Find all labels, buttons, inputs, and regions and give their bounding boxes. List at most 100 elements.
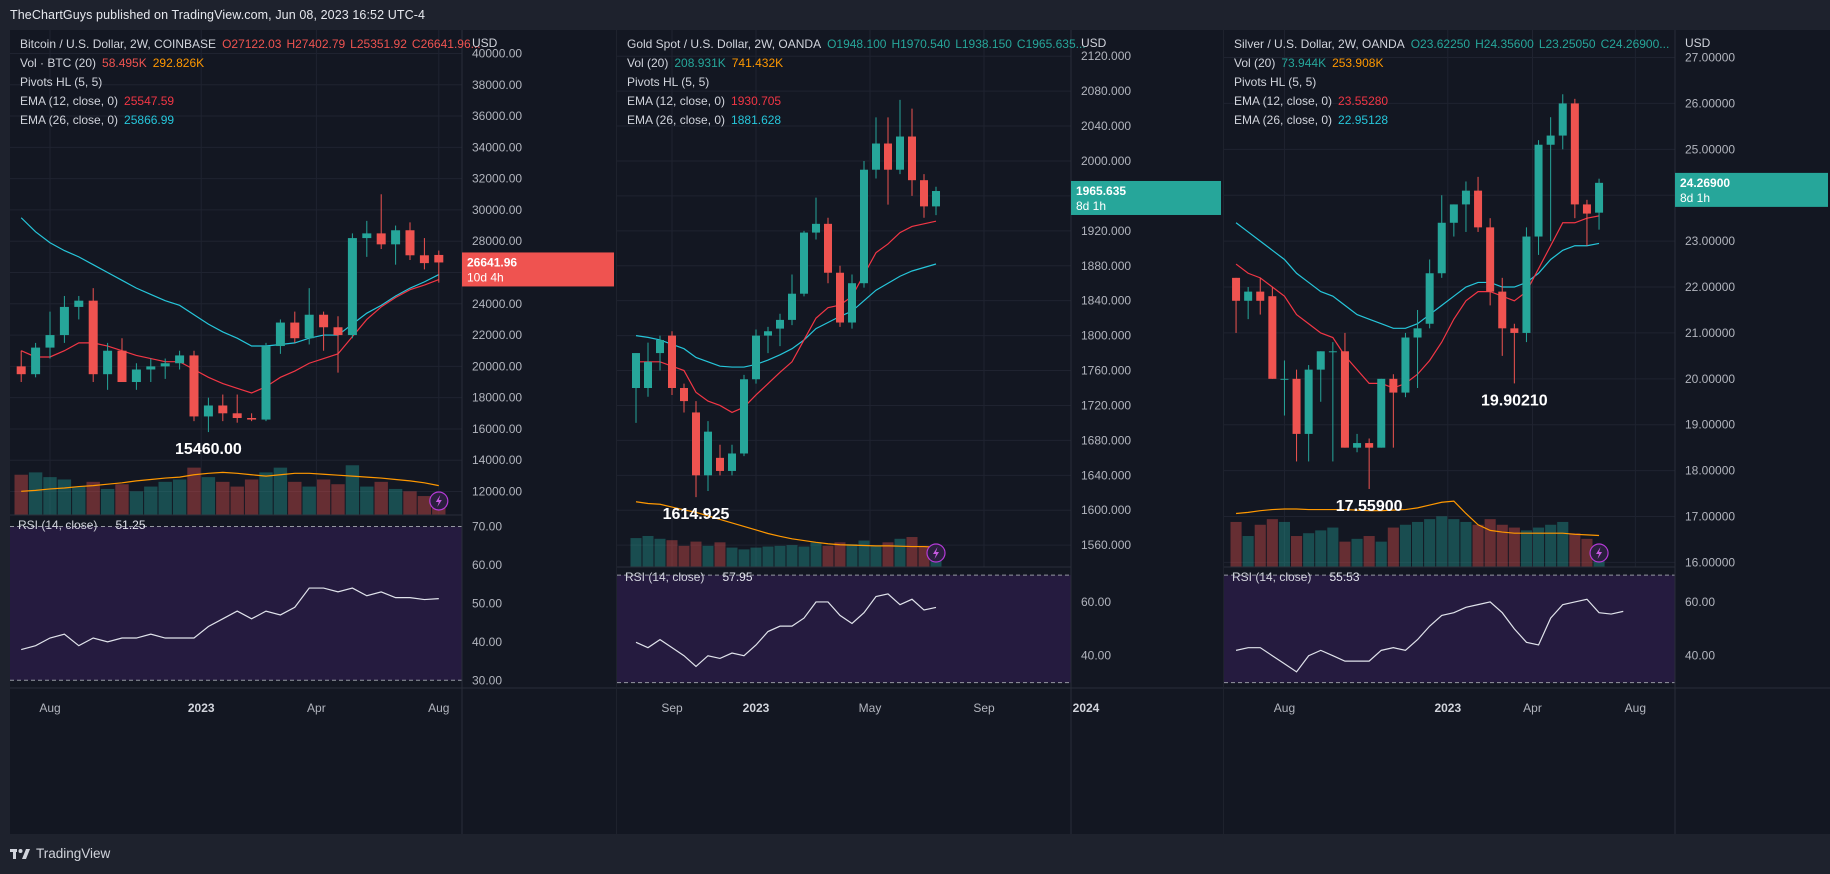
price-tick-label: 1880.000 bbox=[1081, 259, 1131, 273]
candle bbox=[1365, 438, 1374, 489]
symbol-title[interactable]: Bitcoin / U.S. Dollar, 2W, COINBASE bbox=[20, 37, 217, 51]
volume-bar bbox=[702, 545, 714, 567]
open-value: O1948.100 bbox=[827, 37, 887, 51]
candle bbox=[1353, 433, 1362, 453]
candle-body bbox=[788, 293, 796, 320]
time-tick-label: May bbox=[859, 701, 882, 715]
gold-chart-canvas[interactable]: 1614.925 RSI (14, close) 57.95 USD 1560.000 1… bbox=[617, 30, 1223, 834]
candle-body bbox=[1244, 291, 1253, 301]
candle bbox=[1413, 309, 1422, 388]
rsi-line bbox=[1235, 598, 1624, 673]
candle-body bbox=[740, 379, 748, 454]
candle bbox=[668, 331, 676, 395]
candle bbox=[131, 363, 141, 390]
candle bbox=[1570, 98, 1579, 219]
volume-bar bbox=[654, 538, 666, 567]
price-tick-label: 2120.000 bbox=[1081, 49, 1131, 63]
candle-body bbox=[1256, 291, 1265, 301]
candle-body bbox=[1365, 443, 1374, 448]
volume-ma-line bbox=[21, 471, 439, 492]
ohlc-values: O23.62250 H24.35600 L23.25050 C24.26900.… bbox=[1411, 35, 1670, 54]
candle-body bbox=[304, 314, 314, 339]
bitcoin-chart-panel[interactable]: 15460.00 RSI (14, close) 51.25 USD 12000.00 1… bbox=[10, 30, 616, 834]
volume-bar bbox=[158, 481, 172, 515]
symbol-row[interactable]: Bitcoin / U.S. Dollar, 2W, COINBASE O271… bbox=[20, 35, 481, 54]
candle-body bbox=[668, 335, 676, 388]
volume-bar bbox=[834, 542, 846, 567]
candle bbox=[304, 288, 314, 345]
rsi-legend-value: 55.53 bbox=[1330, 570, 1360, 584]
candle-body bbox=[1595, 182, 1604, 213]
candle-body bbox=[728, 453, 736, 471]
ema12-legend[interactable]: EMA (12, close, 0) 25547.59 bbox=[20, 92, 481, 111]
volume-bar bbox=[858, 540, 870, 567]
price-tick-label: 1840.000 bbox=[1081, 294, 1131, 308]
volume-bar bbox=[774, 545, 786, 567]
volume-bar bbox=[1520, 530, 1532, 567]
bar-countdown-label: 8d 1h bbox=[1076, 199, 1106, 213]
candle-body bbox=[836, 272, 844, 323]
candle bbox=[405, 222, 415, 260]
price-tick-label: 24000.00 bbox=[472, 297, 522, 311]
candle-body bbox=[1401, 337, 1410, 393]
candle bbox=[160, 358, 170, 379]
pivots-legend[interactable]: Pivots HL (5, 5) bbox=[20, 73, 481, 92]
currency-label: USD bbox=[1685, 36, 1711, 50]
candle-body bbox=[1486, 227, 1495, 292]
volume-bar bbox=[1315, 530, 1327, 567]
ema26-value: 22.95128 bbox=[1338, 113, 1389, 127]
rsi-legend-name: RSI (14, close) bbox=[1232, 570, 1311, 584]
candle bbox=[1389, 374, 1398, 448]
gold-chart-panel[interactable]: 1614.925 RSI (14, close) 57.95 USD 1560.000 1… bbox=[617, 30, 1223, 834]
silver-chart-panel[interactable]: 17.55900 19.90210 RSI (14, close) 55.53 USD 1… bbox=[1224, 30, 1830, 834]
ema26-legend[interactable]: EMA (26, close, 0) 25866.99 bbox=[20, 111, 481, 130]
ema12-legend[interactable]: EMA (12, close, 0) 1930.705 bbox=[627, 92, 1086, 111]
volume-legend[interactable]: Vol · BTC (20) 58.495K 292.826K bbox=[20, 54, 481, 73]
volume-bar bbox=[1424, 519, 1436, 567]
time-tick-label: Aug bbox=[39, 701, 60, 715]
volume-bar bbox=[1242, 536, 1254, 567]
symbol-row[interactable]: Silver / U.S. Dollar, 2W, OANDA O23.6225… bbox=[1234, 35, 1669, 54]
volume-bar bbox=[1496, 524, 1508, 567]
ema26-legend[interactable]: EMA (26, close, 0) 22.95128 bbox=[1234, 111, 1669, 130]
volume-bar bbox=[1303, 533, 1315, 567]
pivots-legend[interactable]: Pivots HL (5, 5) bbox=[627, 73, 1086, 92]
volume-legend[interactable]: Vol (20) 73.944K 253.908K bbox=[1234, 54, 1669, 73]
candle-body bbox=[1353, 443, 1362, 448]
candle-body bbox=[247, 418, 257, 420]
symbol-title[interactable]: Gold Spot / U.S. Dollar, 2W, OANDA bbox=[627, 37, 822, 51]
close-value: C26641.96... bbox=[411, 37, 481, 51]
pivots-legend[interactable]: Pivots HL (5, 5) bbox=[1234, 73, 1669, 92]
volume-legend[interactable]: Vol (20) 208.931K 741.432K bbox=[627, 54, 1086, 73]
volume-bar bbox=[403, 491, 417, 515]
candle-body bbox=[692, 412, 700, 476]
ema12-line bbox=[20, 278, 440, 394]
volume-bar bbox=[115, 484, 129, 515]
tradingview-brand[interactable]: TradingView bbox=[10, 846, 110, 861]
volume-name: Vol · BTC (20) bbox=[20, 56, 97, 70]
symbol-title[interactable]: Silver / U.S. Dollar, 2W, OANDA bbox=[1234, 37, 1405, 51]
silver-chart-canvas[interactable]: 17.55900 19.90210 RSI (14, close) 55.53 USD 1… bbox=[1224, 30, 1830, 834]
ema12-legend[interactable]: EMA (12, close, 0) 23.55280 bbox=[1234, 92, 1669, 111]
candle-body bbox=[275, 322, 285, 347]
candle-body bbox=[434, 254, 444, 263]
open-value: O23.62250 bbox=[1410, 37, 1471, 51]
volume-bar bbox=[244, 479, 259, 515]
candle bbox=[1328, 342, 1337, 462]
symbol-row[interactable]: Gold Spot / U.S. Dollar, 2W, OANDA O1948… bbox=[627, 35, 1086, 54]
candle-body bbox=[1328, 351, 1337, 353]
candle bbox=[1425, 259, 1434, 329]
candle bbox=[1461, 181, 1470, 232]
candle bbox=[836, 265, 844, 327]
candle bbox=[1232, 277, 1241, 333]
candle bbox=[1546, 117, 1555, 242]
ema26-legend[interactable]: EMA (26, close, 0) 1881.628 bbox=[627, 111, 1086, 130]
volume-bar bbox=[678, 545, 690, 567]
volume-ma-line bbox=[635, 501, 937, 548]
price-tick-label: 2080.000 bbox=[1081, 84, 1131, 98]
price-tick-label: 1920.000 bbox=[1081, 224, 1131, 238]
price-tick-label: 30000.00 bbox=[472, 203, 522, 217]
bitcoin-chart-canvas[interactable]: 15460.00 RSI (14, close) 51.25 USD 12000.00 1… bbox=[10, 30, 616, 834]
volume-bar bbox=[630, 538, 642, 567]
price-tick-label: 14000.00 bbox=[472, 453, 522, 467]
